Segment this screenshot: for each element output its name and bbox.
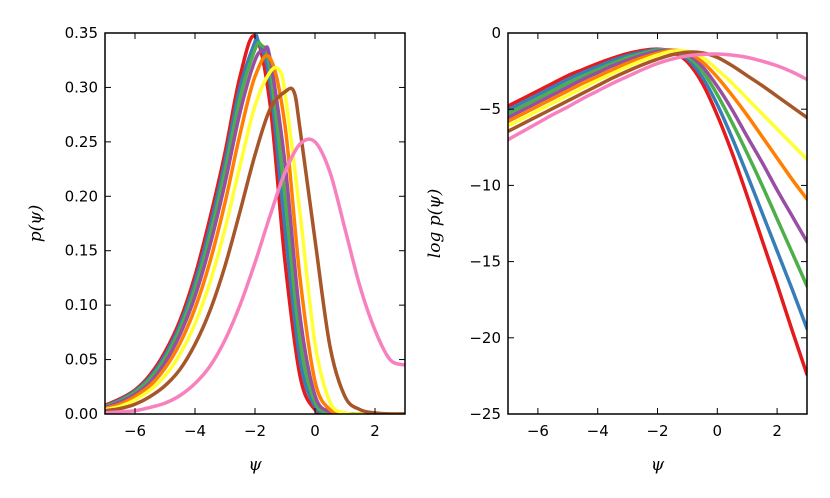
right-x-tick-label: 2 — [772, 422, 782, 440]
left-ticks: −6 −4 −2 0 2 0.00 0.05 0.10 0.15 0.20 0.25 0.30 0.35 — [65, 24, 405, 440]
left-y-tick-label: 0.00 — [65, 405, 98, 423]
left-y-tick-label: 0.25 — [65, 133, 98, 151]
left-x-tick-label: 0 — [310, 422, 320, 440]
right-series-line-7 — [508, 50, 807, 134]
right-series-line-6 — [508, 48, 807, 162]
right-x-axis-label: ψ — [651, 455, 665, 475]
left-x-tick-label: −6 — [124, 422, 146, 440]
left-series-line-3 — [105, 40, 405, 414]
left-series-line-4 — [105, 45, 405, 414]
left-y-tick-label: 0.35 — [65, 24, 98, 42]
left-x-tick-label: −2 — [244, 422, 266, 440]
right-y-tick-label: −15 — [469, 253, 501, 271]
right-y-tick-label: −25 — [469, 405, 501, 423]
left-axes-frame — [104, 32, 406, 415]
right-x-tick-label: −6 — [527, 422, 549, 440]
left-panel-pdf: −6 −4 −2 0 2 0.00 0.05 0.10 0.15 0.20 0.25 0.30 0.35… — [26, 24, 406, 475]
left-y-axis-label: p(ψ) — [26, 205, 46, 242]
left-y-tick-label: 0.15 — [65, 242, 98, 260]
right-x-tick-label: −4 — [587, 422, 609, 440]
left-series-line-7 — [105, 86, 405, 414]
right-ticks: −6 −4 −2 0 2−25−20−15−10−50 — [469, 24, 807, 440]
left-series-line-8 — [105, 137, 405, 414]
left-y-tick-label: 0.05 — [65, 351, 98, 369]
left-y-tick-label: 0.30 — [65, 78, 98, 96]
right-y-tick-label: −10 — [469, 176, 501, 194]
right-y-tick-label: −5 — [479, 100, 501, 118]
left-x-tick-label: −4 — [184, 422, 206, 440]
right-series-line-4 — [508, 48, 807, 244]
left-curves — [105, 33, 405, 414]
left-series-line-6 — [105, 65, 405, 414]
left-y-tick-label: 0.10 — [65, 296, 98, 314]
right-y-tick-label: −20 — [469, 329, 501, 347]
left-x-tick-label: 2 — [370, 422, 380, 440]
right-y-axis-label: log p(ψ) — [425, 189, 445, 258]
right-series-line-5 — [508, 48, 807, 201]
left-series-line-2 — [105, 33, 405, 414]
right-panel-log-pdf: −6 −4 −2 0 2−25−20−15−10−50 ψ log p(ψ) — [425, 24, 808, 475]
right-x-tick-label: −2 — [646, 422, 668, 440]
right-curves — [508, 47, 807, 377]
right-y-tick-label: 0 — [491, 24, 501, 42]
left-series-line-1 — [105, 34, 405, 414]
left-x-axis-label: ψ — [248, 455, 262, 475]
right-x-tick-label: 0 — [713, 422, 723, 440]
left-series-line-5 — [105, 53, 405, 414]
right-series-line-8 — [508, 52, 807, 142]
left-y-tick-label: 0.20 — [65, 187, 98, 205]
